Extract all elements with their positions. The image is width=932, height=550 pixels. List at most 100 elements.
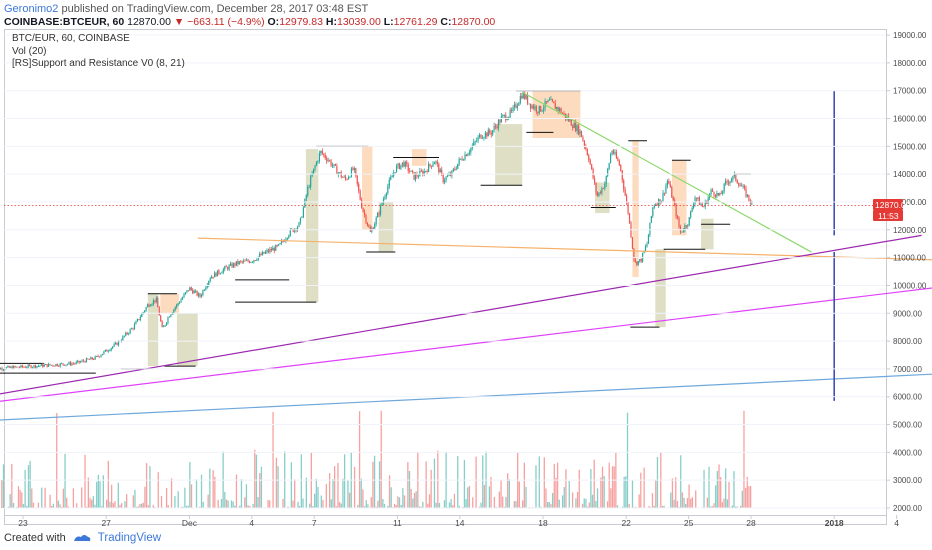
volume-bar [367, 504, 369, 508]
candle-body [599, 192, 602, 194]
volume-bar [362, 489, 364, 508]
candle-body [165, 322, 168, 326]
candle-body [595, 182, 597, 193]
candle-body [68, 362, 70, 365]
volume-bar [180, 506, 183, 508]
candle-body [315, 161, 318, 166]
candle-body [506, 119, 508, 121]
volume-bar [41, 487, 43, 508]
candle-body [122, 336, 124, 341]
volume-bar [450, 499, 452, 508]
price-tag: 12870.00 11:53 [873, 199, 911, 221]
legend-indicator[interactable]: [RS]Support and Resistance V0 (8, 21) [12, 58, 185, 69]
volume-bar [681, 492, 684, 508]
candle-body [160, 315, 162, 322]
candle-body [132, 328, 134, 330]
candle-body [525, 95, 527, 99]
legend-symbol: BTC/EUR, 60, COINBASE [12, 33, 130, 44]
volume-bar [212, 470, 214, 508]
candle-body [163, 326, 165, 328]
candle-body [286, 238, 288, 240]
volume-bar [299, 505, 301, 508]
volume-bar [590, 469, 592, 508]
candle-body [342, 177, 344, 178]
volume-bar [503, 506, 506, 508]
candle-body [698, 197, 701, 205]
candle-body [247, 259, 249, 262]
volume-bar [373, 455, 376, 508]
candle-body [464, 154, 466, 160]
candle-body [570, 119, 572, 126]
candle-body [145, 307, 147, 311]
candle-body [397, 163, 399, 166]
candle-body [422, 171, 424, 175]
volume-bar [89, 497, 91, 508]
candle-body [301, 217, 303, 218]
y-tick-label: 19000.00 [893, 31, 927, 40]
candle-body [270, 249, 272, 251]
last-price-tag: 12870.00 [875, 200, 911, 210]
candle-body [515, 104, 517, 108]
volume-bar [448, 502, 451, 508]
author-link[interactable]: Geronimo2 [4, 3, 59, 15]
candle-body [678, 218, 680, 227]
volume-bar [468, 485, 471, 508]
volume-bar [695, 490, 697, 508]
candle-body [591, 164, 593, 169]
candle-body [235, 261, 238, 266]
candle-body [519, 96, 521, 103]
volume-bar [9, 494, 11, 508]
volume-bar [12, 502, 15, 508]
candle-body [729, 181, 731, 184]
candle-body [624, 189, 626, 196]
candle-body [508, 116, 510, 120]
low-value: 12761.29 [393, 16, 438, 28]
candle-body [187, 290, 189, 292]
volume-bar [365, 500, 367, 508]
volume-bar [482, 455, 484, 508]
volume-bar [543, 457, 545, 508]
volume-bar [500, 480, 502, 508]
volume-bar [680, 455, 682, 508]
y-tick-label: 5000.00 [893, 421, 922, 430]
volume-bar [588, 502, 590, 508]
volume-bar [387, 505, 389, 508]
candle-body [719, 193, 721, 196]
candle-body [543, 108, 545, 111]
candle-body [518, 102, 520, 106]
volume-bar [209, 468, 211, 508]
volume-bar [17, 486, 20, 508]
candle-body [732, 175, 734, 180]
volume-bar [328, 473, 331, 508]
candle-body [477, 137, 479, 141]
candle-body [273, 248, 275, 251]
volume-bar [635, 506, 637, 508]
candle-body [548, 99, 551, 101]
candle-body [81, 360, 83, 362]
footer-brand[interactable]: TradingView [97, 532, 162, 544]
candle-body [617, 158, 619, 161]
volume-bar [358, 411, 361, 508]
candle-body [382, 199, 385, 204]
candle-body [604, 184, 606, 189]
candle-body [394, 172, 396, 173]
volume-bar [648, 505, 650, 508]
volume-bar [174, 496, 176, 508]
volume-bar [608, 462, 610, 508]
candle-body [575, 122, 577, 132]
publish-info: published on TradingView.com, December 2… [61, 3, 369, 15]
volume-bar [472, 497, 474, 508]
volume-bar [230, 500, 233, 508]
volume-bar [24, 469, 26, 508]
volume-bar [320, 495, 322, 508]
candle-body [481, 138, 484, 139]
volume-bar [610, 488, 612, 508]
candle-body [681, 231, 683, 233]
candle-body [168, 316, 171, 318]
candle-body [213, 272, 216, 278]
candle-body [423, 171, 425, 175]
candle-body [176, 304, 178, 308]
candle-body [439, 169, 441, 173]
candle-body [65, 364, 67, 366]
